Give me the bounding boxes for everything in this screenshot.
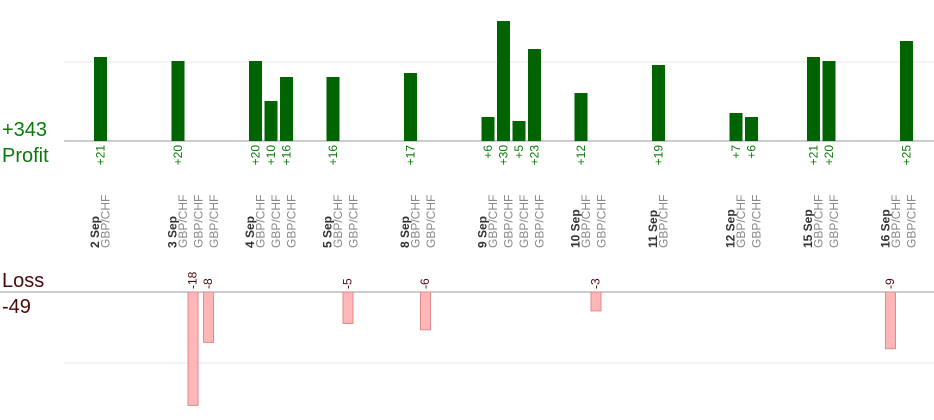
loss-value-label: -5 <box>341 278 355 289</box>
loss-value-label: -9 <box>883 278 897 289</box>
profit-value-label: +5 <box>512 145 526 159</box>
pair-label: GBP/CHF <box>176 195 190 248</box>
profit-bar <box>249 61 262 141</box>
loss-total: -49 <box>2 296 31 318</box>
pair-label: GBP/CHF <box>889 195 903 248</box>
date-label: 12 Sep <box>724 209 738 248</box>
grid-lines <box>0 61 934 364</box>
profit-value-label: +6 <box>745 145 759 159</box>
profit-bar <box>404 73 417 141</box>
pair-label: GBP/CHF <box>207 195 221 248</box>
profit-bar <box>94 57 107 141</box>
pair-label: GBP/CHF <box>579 195 593 248</box>
profit-value-label: +20 <box>171 145 185 166</box>
loss-bar <box>885 291 896 350</box>
profit-bar <box>264 101 278 141</box>
profit-bar <box>807 57 820 141</box>
pair-label: GBP/CHF <box>285 195 299 248</box>
profit-bar <box>326 77 340 141</box>
profit-bar <box>481 117 495 141</box>
profit-value-label: +20 <box>249 145 263 166</box>
profit-value-label: +23 <box>528 145 542 166</box>
pair-label: GBP/CHF <box>269 195 283 248</box>
profit-value-label: +25 <box>900 145 914 166</box>
profit-value-label: +16 <box>326 145 340 166</box>
date-label: 5 Sep <box>321 216 335 248</box>
profit-bar <box>745 117 758 141</box>
loss-bar <box>590 291 602 312</box>
pair-label: GBP/CHF <box>827 195 841 248</box>
value-labels: +21 +20-18 -8+20 +10 +16 +16-5+17-6+6 +30 +5 +23… <box>94 145 914 289</box>
profit-bar <box>280 77 293 141</box>
profit-bar <box>822 61 836 141</box>
pair-label: GBP/CHF <box>424 195 438 248</box>
pair-label: GBP/CHF <box>347 195 361 248</box>
profit-value-label: +21 <box>94 145 108 166</box>
profit-bar <box>512 121 526 141</box>
profit-value-label: +6 <box>481 145 495 159</box>
pair-label: GBP/CHF <box>533 195 547 248</box>
loss-value-label: -8 <box>201 278 215 289</box>
pair-label: GBP/CHF <box>517 195 531 248</box>
profit-value-label: +7 <box>729 145 743 159</box>
profit-value-label: +20 <box>822 145 836 166</box>
bars <box>94 21 913 406</box>
pair-label: GBP/CHF <box>192 195 206 248</box>
profit-bar <box>652 65 665 141</box>
loss-bar <box>187 291 199 406</box>
profit-bar <box>528 49 541 141</box>
profit-label: Profit <box>2 145 49 167</box>
pair-label: GBP/CHF <box>99 195 113 248</box>
pair-label: GBP/CHF <box>595 195 609 248</box>
loss-bar <box>420 291 431 331</box>
pair-label: GBP/CHF <box>331 195 345 248</box>
date-label: 4 Sep <box>243 216 257 248</box>
date-label: 2 Sep <box>88 216 102 248</box>
loss-label: Loss <box>2 270 45 292</box>
date-label: 11 Sep <box>646 210 660 248</box>
loss-value-label: -6 <box>418 278 432 289</box>
profit-value-label: +16 <box>280 145 294 166</box>
date-label: 10 Sep <box>569 209 583 248</box>
pair-label: GBP/CHF <box>486 195 500 248</box>
profit-value-label: +19 <box>652 145 666 166</box>
profit-value-label: +10 <box>264 145 278 166</box>
pair-label: GBP/CHF <box>812 195 826 248</box>
loss-value-label: -18 <box>186 271 200 289</box>
profit-value-label: +21 <box>807 145 821 166</box>
pair-label: GBP/CHF <box>734 195 748 248</box>
date-label: 3 Sep <box>166 216 180 248</box>
profit-bar <box>171 61 185 141</box>
loss-value-label: -3 <box>589 278 603 289</box>
pair-label: GBP/CHF <box>254 195 268 248</box>
date-label: 9 Sep <box>476 216 490 248</box>
pair-label: GBP/CHF <box>502 195 516 248</box>
profit-bar <box>497 21 510 141</box>
profit-value-label: +12 <box>574 145 588 166</box>
profit-bar <box>574 93 588 141</box>
pair-label: GBP/CHF <box>905 195 919 248</box>
loss-bar <box>203 291 214 343</box>
pair-label: GBP/CHF <box>750 195 764 248</box>
profit-bar <box>900 41 913 141</box>
pair-label: GBP/CHF <box>409 195 423 248</box>
date-label: 16 Sep <box>879 209 893 248</box>
profit-bar <box>729 113 743 141</box>
date-label: 15 Sep <box>801 209 815 248</box>
profit-total: +343 <box>2 119 48 141</box>
profit-value-label: +30 <box>497 145 511 166</box>
profit-value-label: +17 <box>404 145 418 166</box>
loss-bar <box>342 291 354 324</box>
pair-label: GBP/CHF <box>657 195 671 248</box>
date-label: 8 Sep <box>398 216 412 248</box>
